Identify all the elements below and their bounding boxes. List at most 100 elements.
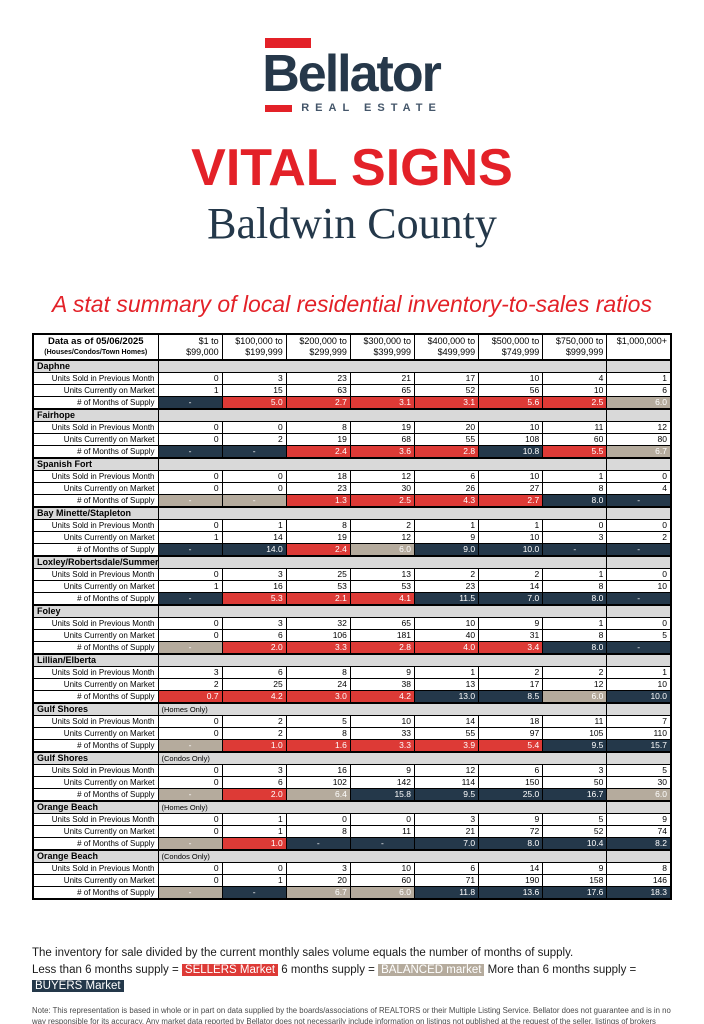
row-label: Units Currently on Market bbox=[33, 628, 159, 642]
section-name: Bay Minette/Stapleton bbox=[32, 505, 159, 520]
units-on-market-cell: 1 bbox=[157, 530, 223, 544]
legend-text: 6 months supply = bbox=[278, 964, 379, 977]
units-on-market-cell: 102 bbox=[285, 775, 351, 789]
row-label: Units Sold in Previous Month bbox=[33, 616, 159, 630]
months-of-supply-cell: 10.4 bbox=[542, 836, 608, 851]
units-sold-cell: 0 bbox=[221, 469, 287, 483]
months-of-supply-cell: 13.6 bbox=[478, 885, 544, 900]
row-label: # of Months of Supply bbox=[33, 640, 159, 655]
months-of-supply-cell: 11.5 bbox=[413, 591, 480, 606]
section-header-row: Orange Beach (Homes Only) bbox=[32, 799, 672, 814]
months-of-supply-cell: 3.1 bbox=[413, 395, 480, 410]
units-sold-cell: 1 bbox=[221, 812, 287, 826]
row-label: # of Months of Supply bbox=[33, 885, 159, 900]
months-of-supply-cell: 10.0 bbox=[478, 542, 544, 557]
units-on-market-cell: 19 bbox=[285, 530, 351, 544]
units-sold-row: Units Sold in Previous Month 0 0 3 10 6 14 9 8 bbox=[33, 861, 672, 875]
section-name: Fairhope bbox=[32, 407, 159, 422]
units-sold-cell: 7 bbox=[606, 714, 672, 728]
units-sold-cell: 25 bbox=[285, 567, 351, 581]
units-on-market-cell: 71 bbox=[413, 873, 480, 887]
months-of-supply-cell: 1.3 bbox=[285, 493, 351, 508]
units-sold-cell: 18 bbox=[285, 469, 351, 483]
legend-text: More than 6 months supply = bbox=[484, 964, 637, 977]
units-sold-cell: 10 bbox=[413, 616, 480, 630]
units-sold-cell: 3 bbox=[157, 665, 223, 679]
logo-red-bar-top bbox=[265, 38, 312, 48]
row-label: Units Currently on Market bbox=[33, 481, 159, 495]
units-on-market-cell: 5 bbox=[606, 628, 672, 642]
section-name: Loxley/Robertsdale/Summerdale bbox=[32, 554, 159, 569]
months-of-supply-cell: - bbox=[542, 542, 608, 557]
months-of-supply-cell: 10.0 bbox=[606, 689, 672, 704]
row-label: # of Months of Supply bbox=[33, 444, 159, 459]
logo-tagline: REAL ESTATE bbox=[301, 102, 442, 115]
months-of-supply-cell: 1.0 bbox=[221, 738, 287, 753]
units-sold-cell: 2 bbox=[478, 665, 544, 679]
units-sold-cell: 8 bbox=[285, 518, 351, 532]
units-on-market-cell: 105 bbox=[542, 726, 608, 740]
units-on-market-cell: 74 bbox=[606, 824, 672, 838]
months-of-supply-cell: 7.0 bbox=[413, 836, 480, 851]
units-sold-cell: 2 bbox=[478, 567, 544, 581]
units-sold-cell: 8 bbox=[285, 420, 351, 434]
section-note bbox=[157, 554, 608, 569]
units-on-market-cell: 158 bbox=[542, 873, 608, 887]
units-on-market-cell: 27 bbox=[478, 481, 544, 495]
units-on-market-cell: 181 bbox=[349, 628, 416, 642]
months-of-supply-cell: 8.0 bbox=[542, 591, 608, 606]
row-label: # of Months of Supply bbox=[33, 738, 159, 753]
months-of-supply-row: # of Months of Supply - -1.3 2.5 4.3 2.7 8.0- bbox=[33, 493, 672, 508]
units-on-market-cell: 8 bbox=[542, 579, 608, 593]
units-sold-cell: 9 bbox=[478, 616, 544, 630]
units-on-market-cell: 146 bbox=[606, 873, 672, 887]
units-on-market-cell: 55 bbox=[413, 432, 480, 446]
units-on-market-cell: 15 bbox=[221, 383, 287, 397]
units-sold-cell: 4 bbox=[542, 371, 608, 385]
months-of-supply-cell: 4.3 bbox=[413, 493, 480, 508]
units-on-market-cell: 2 bbox=[606, 530, 672, 544]
table-corner-cell: Data as of 05/06/2025 (Houses/Condos/Town… bbox=[32, 333, 159, 361]
units-on-market-cell: 0 bbox=[221, 481, 287, 495]
months-of-supply-cell: 14.0 bbox=[221, 542, 287, 557]
section-note: (Homes Only) bbox=[157, 799, 608, 814]
supply-definition-text: The inventory for sale divided by the cu… bbox=[32, 946, 574, 959]
balanced-market-chip: BALANCED market bbox=[378, 964, 485, 977]
section-header-row: Gulf Shores (Homes Only) bbox=[32, 701, 672, 716]
table-header: Data as of 05/06/2025 (Houses/Condos/Town… bbox=[32, 333, 672, 361]
price-range-header: $500,000 to $749,999 bbox=[478, 333, 544, 361]
units-on-market-cell: 0 bbox=[157, 432, 223, 446]
units-sold-cell: 20 bbox=[413, 420, 480, 434]
units-sold-cell: 9 bbox=[349, 763, 416, 777]
row-label: Units Currently on Market bbox=[33, 530, 159, 544]
units-sold-cell: 1 bbox=[542, 616, 608, 630]
units-sold-row: Units Sold in Previous Month 0 2 5 10 14 18 11 7 bbox=[33, 714, 672, 728]
units-sold-cell: 1 bbox=[478, 518, 544, 532]
units-sold-cell: 6 bbox=[413, 861, 480, 875]
units-on-market-row: Units Currently on Market 1 16 53 53 23 14 8 10 bbox=[33, 579, 672, 593]
units-sold-cell: 10 bbox=[478, 469, 544, 483]
units-on-market-cell: 110 bbox=[606, 726, 672, 740]
price-range-header: $400,000 to $499,999 bbox=[413, 333, 480, 361]
units-sold-cell: 17 bbox=[413, 371, 480, 385]
price-range-header: $1,000,000+ bbox=[606, 333, 672, 361]
units-on-market-cell: 10 bbox=[478, 530, 544, 544]
units-on-market-cell: 2 bbox=[221, 432, 287, 446]
sellers-market-chip: SELLERS Market bbox=[181, 964, 279, 977]
units-sold-row: Units Sold in Previous Month 0 3 25 13 2 2 1 0 bbox=[33, 567, 672, 581]
units-sold-cell: 0 bbox=[349, 812, 416, 826]
row-label: # of Months of Supply bbox=[33, 787, 159, 802]
units-on-market-cell: 60 bbox=[349, 873, 416, 887]
row-label: # of Months of Supply bbox=[33, 395, 159, 410]
units-on-market-cell: 8 bbox=[542, 481, 608, 495]
units-sold-cell: 9 bbox=[542, 861, 608, 875]
units-on-market-cell: 2 bbox=[157, 677, 223, 691]
months-of-supply-cell: - bbox=[157, 444, 223, 459]
units-sold-cell: 10 bbox=[349, 861, 416, 875]
units-sold-cell: 0 bbox=[157, 763, 223, 777]
months-of-supply-cell: 4.1 bbox=[349, 591, 416, 606]
units-on-market-cell: 14 bbox=[221, 530, 287, 544]
row-label: # of Months of Supply bbox=[33, 542, 159, 557]
section-name: Daphne bbox=[32, 358, 159, 373]
units-on-market-cell: 21 bbox=[413, 824, 480, 838]
